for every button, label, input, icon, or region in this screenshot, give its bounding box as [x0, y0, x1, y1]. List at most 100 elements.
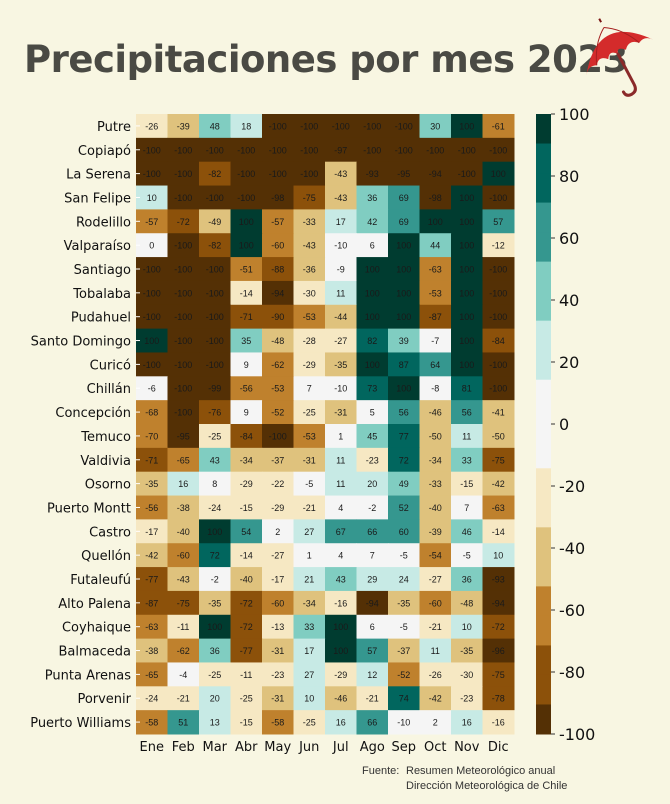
heatmap-cell: [388, 257, 420, 282]
heatmap-cell: [262, 257, 294, 282]
heatmap-cell: [262, 233, 294, 258]
cell-value-label: -100: [174, 241, 192, 251]
cell-value-label: 100: [207, 527, 222, 537]
cell-value-label: -100: [206, 193, 224, 203]
heatmap-cell: [482, 400, 515, 425]
cell-value-label: -100: [174, 384, 192, 394]
heatmap-cell: [199, 662, 231, 687]
cell-value-label: -14: [492, 527, 505, 537]
cell-value-label: -98: [429, 193, 442, 203]
cell-value-label: -100: [237, 193, 255, 203]
cell-value-label: -31: [271, 646, 284, 656]
chart-title: Precipitaciones por mes 2023: [24, 38, 628, 81]
cell-value-label: -53: [271, 384, 284, 394]
cell-value-label: -93: [492, 575, 505, 585]
heatmap-cell: [199, 257, 231, 282]
cell-value-label: -57: [145, 217, 158, 227]
cell-value-label: 64: [430, 360, 440, 370]
station-label: Rodelillo: [76, 215, 131, 230]
colorbar-segment: [536, 468, 551, 499]
cell-value-label: -100: [489, 265, 507, 275]
heatmap-cell: [293, 400, 326, 425]
cell-value-label: -82: [208, 241, 221, 251]
cell-value-label: -84: [240, 431, 253, 441]
heatmap-cell: [356, 638, 389, 663]
month-label: Abr: [235, 740, 258, 755]
heatmap-cell: [388, 352, 420, 377]
cell-value-label: -58: [271, 718, 284, 728]
cell-value-label: 100: [396, 384, 411, 394]
heatmap-cell: [167, 137, 200, 163]
cell-value-label: -53: [303, 431, 316, 441]
heatmap-cell: [419, 590, 452, 616]
source-line-1: Resumen Meteorológico anual: [406, 765, 556, 777]
heatmap-cell: [451, 257, 483, 282]
heatmap-cell: [167, 519, 200, 544]
cell-value-label: 100: [459, 336, 474, 346]
cell-value-label: 100: [396, 312, 411, 322]
heatmap-cell: [230, 710, 263, 735]
cell-value-label: 100: [459, 241, 474, 251]
station-label: Temuco: [80, 430, 131, 445]
cell-value-label: -84: [492, 336, 505, 346]
cell-value-label: 17: [336, 217, 346, 227]
cell-value-label: -70: [145, 431, 158, 441]
cell-value-label: 11: [336, 455, 345, 465]
heatmap-cell: [136, 519, 168, 544]
cell-value-label: -71: [240, 312, 253, 322]
heatmap-cell: [199, 686, 231, 711]
cell-value-label: -65: [145, 670, 158, 680]
colorbar-tick-label: 20: [559, 353, 579, 372]
cell-value-label: -41: [492, 408, 505, 418]
cell-value-label: -16: [334, 598, 347, 608]
heatmap-cell: [388, 161, 420, 187]
cell-value-label: -28: [303, 336, 316, 346]
heatmap-cell: [167, 495, 200, 520]
colorbar-tick-label: 80: [559, 167, 579, 186]
heatmap-cell: [419, 233, 452, 258]
cell-value-label: -37: [271, 455, 284, 465]
cell-value-label: 69: [399, 217, 409, 227]
heatmap-cell: [293, 447, 326, 473]
cell-value-label: -21: [177, 694, 190, 704]
cell-value-label: -51: [240, 265, 253, 275]
cell-value-label: 82: [367, 336, 377, 346]
heatmap-cell: [167, 304, 200, 330]
heatmap-cell: [167, 185, 200, 210]
heatmap-cell: [419, 304, 452, 330]
cell-value-label: -94: [492, 598, 505, 608]
heatmap-cell: [136, 376, 168, 401]
heatmap-cell: [136, 209, 168, 234]
cell-value-label: 57: [367, 646, 377, 656]
cell-value-label: -35: [460, 646, 473, 656]
cell-value-label: -60: [271, 598, 284, 608]
heatmap-cell: [293, 304, 326, 330]
cell-value-label: -100: [269, 121, 287, 131]
heatmap-cell: [230, 638, 263, 663]
cell-value-label: 42: [367, 217, 377, 227]
heatmap-cell: [482, 185, 515, 210]
heatmap-cell: [482, 328, 515, 353]
heatmap-cell: [451, 447, 483, 473]
cell-value-label: -72: [240, 622, 253, 632]
station-label: Pudahuel: [71, 311, 131, 326]
month-label: May: [264, 740, 291, 755]
heatmap-cell: [230, 424, 263, 449]
heatmap-cell: [167, 209, 200, 234]
heatmap-cell: [388, 638, 420, 663]
cell-value-label: 11: [462, 431, 471, 441]
cell-value-label: -75: [177, 598, 190, 608]
station-label: Puerto Montt: [47, 501, 131, 516]
heatmap-cell: [451, 543, 483, 568]
heatmap-cell: [199, 233, 231, 258]
heatmap-cell: [230, 447, 263, 473]
cell-value-label: -75: [492, 455, 505, 465]
heatmap-cell: [167, 161, 200, 187]
heatmap-cell: [356, 662, 389, 687]
cell-value-label: 4: [338, 503, 343, 513]
heatmap-cell: [167, 662, 200, 687]
heatmap-cell: [136, 114, 168, 139]
cell-value-label: 77: [399, 431, 409, 441]
heatmap-cell: [167, 257, 200, 282]
cell-value-label: -99: [208, 384, 221, 394]
